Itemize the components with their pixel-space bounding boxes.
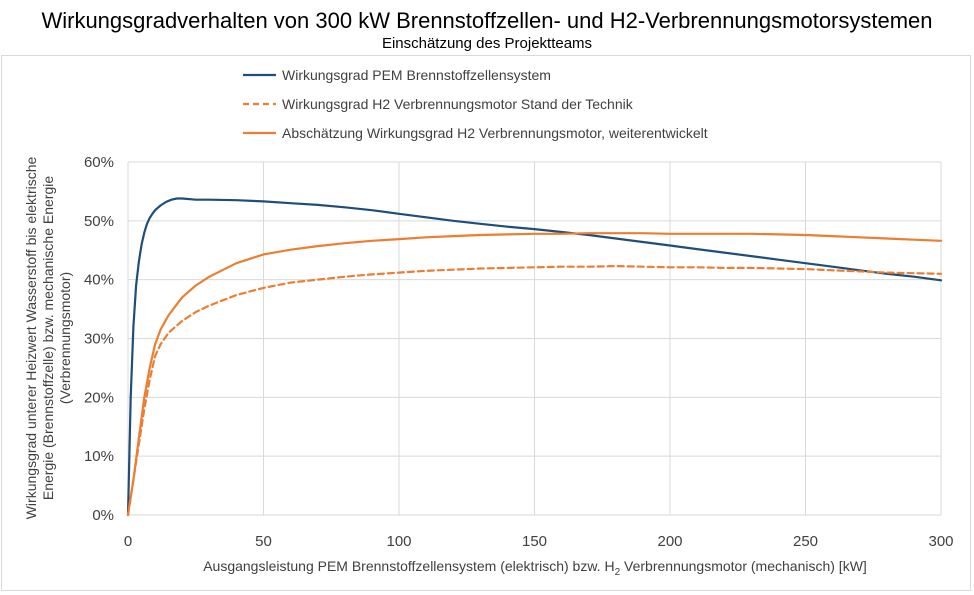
grid-lines [127,161,942,516]
y-tick-label: 0% [92,507,114,524]
y-axis-ticks: 0% 10% 20% 30% 40% 50% 60% [84,154,114,524]
y-tick-label: 10% [84,448,114,465]
x-tick-label: 0 [124,533,132,550]
x-tick-label: 250 [793,533,818,550]
x-tick-label: 100 [386,533,411,550]
x-tick-label: 300 [928,533,953,550]
x-axis-ticks: 0 50 100 150 200 250 300 [124,533,954,550]
y-tick-label: 60% [84,154,114,171]
y-tick-label: 50% [84,213,114,230]
y-axis-label: Wirkungsgrad unterer Heizwert Wasserstof… [23,157,73,520]
legend-label-3: Abschätzung Wirkungsgrad H2 Verbrennungs… [282,125,708,141]
x-axis-label-subscript: 2 [615,567,621,578]
legend-label-1: Wirkungsgrad PEM Brennstoffzellensystem [282,67,551,83]
x-tick-label: 200 [657,533,682,550]
legend: Wirkungsgrad PEM Brennstoffzellensystem W… [243,67,708,141]
x-axis-label-main: Ausgangsleistung PEM Brennstoffzellensys… [203,558,614,574]
chart-title: Wirkungsgradverhalten von 300 kW Brennst… [41,8,933,33]
y-tick-label: 30% [84,331,114,348]
y-axis-label-line-1: Wirkungsgrad unterer Heizwert Wasserstof… [23,157,39,520]
x-axis-label: Ausgangsleistung PEM Brennstoffzellensys… [203,558,867,578]
series-lines [126,197,943,517]
series-line-2 [126,265,943,517]
series-line-3 [126,232,943,517]
x-tick-label: 50 [255,533,272,550]
y-axis-label-line-3: (Verbrennungsmotor) [57,272,73,404]
x-tick-label: 150 [522,533,547,550]
chart-subtitle: Einschätzung des Projektteams [381,35,593,52]
y-axis-label-line-2: Energie (Brennstoffzelle) bzw. mechanisc… [40,176,56,500]
series-line-1 [126,197,943,517]
x-axis-label-tail: Verbrennungsmotor (mechanisch) [kW] [620,558,867,574]
y-tick-label: 40% [84,272,114,289]
legend-label-2: Wirkungsgrad H2 Verbrennungsmotor Stand … [282,96,634,112]
chart-frame [1,55,971,591]
y-tick-label: 20% [84,389,114,406]
